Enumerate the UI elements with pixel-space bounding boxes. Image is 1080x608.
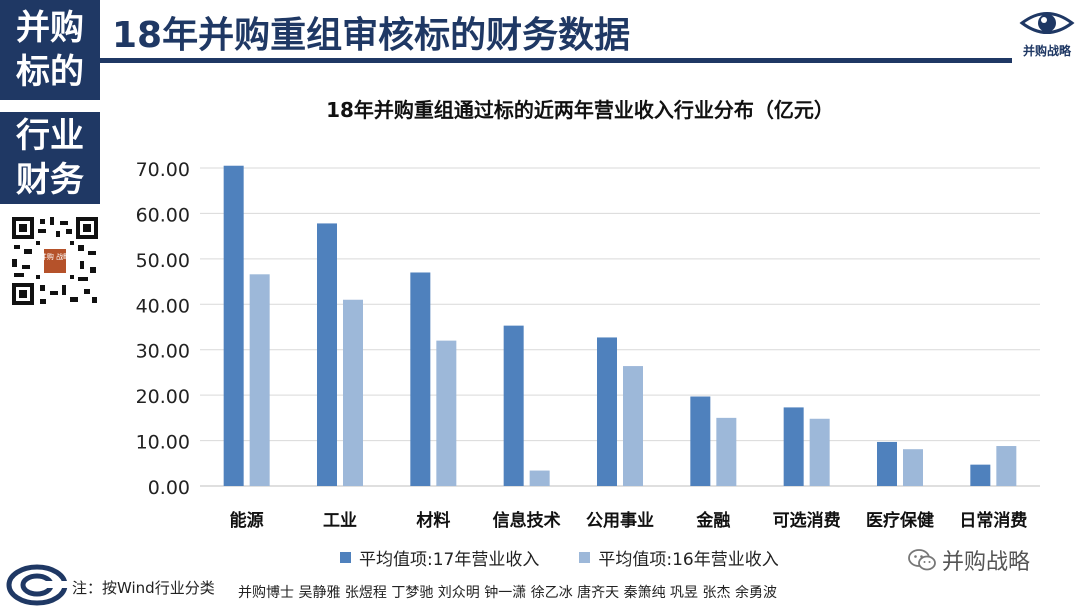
y-tick-label: 70.00 <box>136 159 190 181</box>
sidebar-top-block: 并购 标的 <box>0 0 100 100</box>
chart-title: 18年并购重组通过标的近两年营业收入行业分布（亿元） <box>326 98 834 122</box>
sidebar-top-line-1: 并购 <box>16 8 84 48</box>
bar-17 <box>970 464 991 486</box>
y-axis-ticks: 0.00 10.00 20.00 30.00 40.00 50.00 60.00 70.00 <box>136 159 190 499</box>
x-tick-label: 材料 <box>416 510 450 531</box>
x-axis-labels: 能源 工业 材料 信息技术 公用事业 金融 可选消费 医疗保健 日常消费 <box>230 510 1028 531</box>
bar-17 <box>317 223 337 486</box>
x-tick-label: 金融 <box>695 510 730 531</box>
bar-17 <box>597 337 617 486</box>
legend-item-17: 平均值项:17年营业收入 <box>340 545 539 570</box>
bar-17 <box>783 407 804 486</box>
x-tick-label: 能源 <box>230 510 264 531</box>
legend-swatch-17 <box>340 552 351 563</box>
x-tick-label: 信息技术 <box>493 510 561 531</box>
y-tick-label: 0.00 <box>148 477 190 499</box>
x-tick-label: 医疗保健 <box>866 510 934 531</box>
bar-17 <box>410 272 431 486</box>
wechat-watermark: 并购战略 <box>908 544 1030 576</box>
bar-16 <box>249 274 270 486</box>
x-tick-label: 可选消费 <box>773 510 841 531</box>
y-tick-label: 20.00 <box>136 386 190 408</box>
legend-swatch-16 <box>579 552 591 563</box>
x-tick-label: 公用事业 <box>586 511 654 531</box>
qr-center-label: 并购 战略 <box>40 252 70 261</box>
authors-line: 并购博士 吴静雅 张煜程 丁梦驰 刘众明 钟一潇 徐乙冰 唐齐天 秦箫纯 巩昱 … <box>238 585 777 601</box>
logo-text: 并购战略 <box>1022 44 1071 58</box>
bar-16 <box>996 446 1017 486</box>
bar-16 <box>436 340 457 486</box>
y-tick-label: 10.00 <box>136 432 190 454</box>
chart-bars <box>223 165 1017 486</box>
qr-code-icon: 并购 战略 <box>10 215 100 307</box>
legend-label-16: 平均值项:16年营业收入 <box>598 550 779 570</box>
y-tick-label: 40.00 <box>136 295 190 317</box>
page-title: 18年并购重组审核标的财务数据 <box>112 15 631 56</box>
sidebar-bottom-block: 行业 财务 <box>0 112 100 204</box>
bar-17 <box>223 165 244 486</box>
bar-17 <box>877 441 897 486</box>
bar-16 <box>623 366 643 486</box>
bar-16 <box>343 299 363 486</box>
bar-17 <box>503 325 524 486</box>
y-tick-label: 50.00 <box>136 250 190 272</box>
bar-16 <box>716 417 737 486</box>
bar-17 <box>690 396 711 486</box>
bar-16 <box>809 418 830 486</box>
legend-label-17: 平均值项:17年营业收入 <box>359 550 540 570</box>
sidebar-top-line-2: 标的 <box>16 52 84 92</box>
footer-logo-icon <box>6 564 68 606</box>
sidebar-bottom-line-2: 财务 <box>16 160 84 200</box>
chart-legend: 平均值项:17年营业收入 平均值项:16年营业收入 <box>340 545 779 570</box>
y-tick-label: 30.00 <box>136 341 190 363</box>
y-tick-label: 60.00 <box>136 204 190 226</box>
chart-grid <box>200 167 1040 487</box>
legend-item-16: 平均值项:16年营业收入 <box>579 545 779 570</box>
sidebar-bottom-line-1: 行业 <box>16 116 84 156</box>
wechat-label: 并购战略 <box>942 550 1031 575</box>
bar-16 <box>529 470 550 486</box>
footnote: 注：按Wind行业分类 <box>72 579 215 597</box>
bar-16 <box>903 449 923 486</box>
bar-chart: 0.0010.0020.0030.0040.0050.0060.0070.00 … <box>136 159 1040 531</box>
wechat-icon <box>908 549 936 571</box>
x-tick-label: 工业 <box>323 511 357 531</box>
header-divider <box>100 58 1012 63</box>
eye-logo-icon <box>1019 12 1075 34</box>
x-tick-label: 日常消费 <box>959 510 1027 531</box>
